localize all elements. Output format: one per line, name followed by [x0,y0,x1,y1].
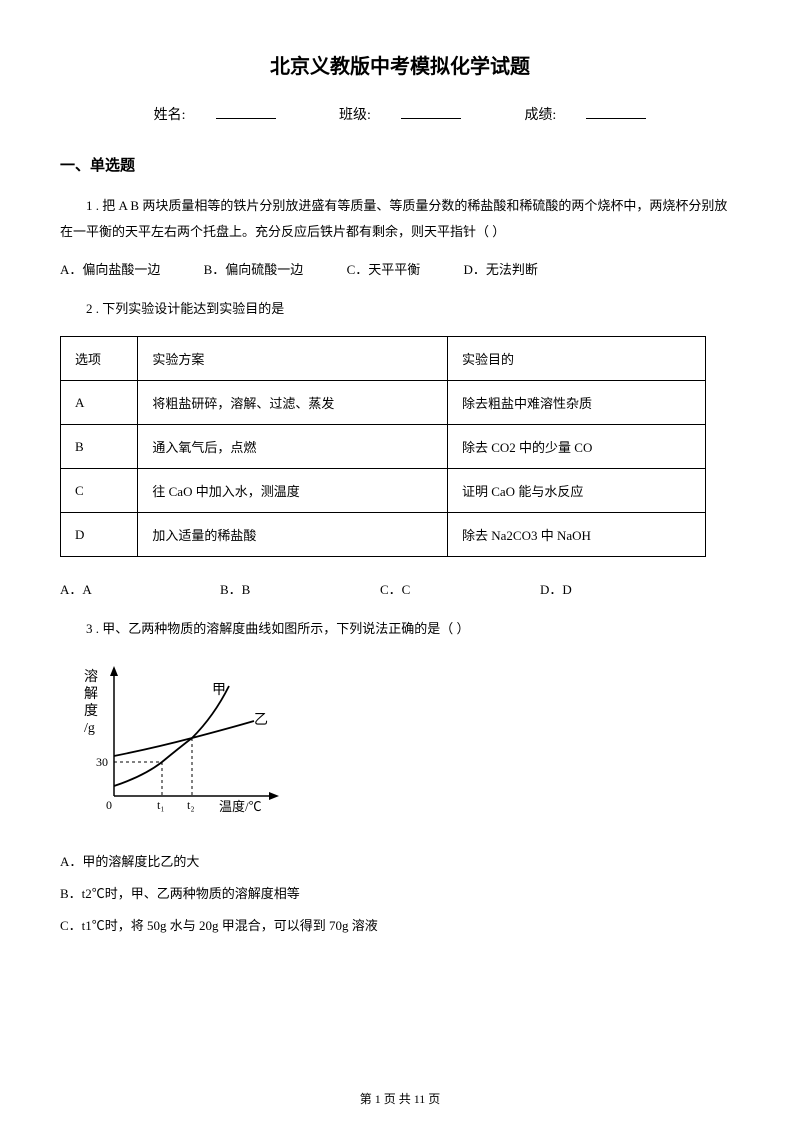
q1-option-d: D．无法判断 [463,259,537,278]
table-cell: 证明 CaO 能与水反应 [447,469,705,513]
table-header-row: 选项 实验方案 实验目的 [61,337,706,381]
table-row: B 通入氧气后，点燃 除去 CO2 中的少量 CO [61,425,706,469]
y-tick-30: 30 [96,755,108,769]
y-axis-label-4: /g [84,721,95,736]
section-header: 一、单选题 [60,154,740,175]
score-label: 成绩: [524,108,556,123]
table-cell: B [61,425,138,469]
q1-option-b: B．偏向硫酸一边 [204,259,304,278]
solubility-chart: 溶 解 度 /g 0 30 t₁ t₂ 温度/℃ 乙 甲 [74,656,740,831]
table-cell: 除去 Na2CO3 中 NaOH [447,513,705,557]
student-info-line: 姓名: 班级: 成绩: [60,104,740,124]
curve-yi [114,721,254,756]
table-row: A 将粗盐研碎，溶解、过滤、蒸发 除去粗盐中难溶性杂质 [61,381,706,425]
table-cell: 通入氧气后，点燃 [138,425,448,469]
x-tick-t1: t₁ [157,798,165,812]
x-axis-arrow-icon [269,792,279,800]
table-cell: A [61,381,138,425]
q2-option-d: D．D [540,579,700,598]
page-footer: 第 1 页 共 11 页 [0,1090,800,1107]
table-row: D 加入适量的稀盐酸 除去 Na2CO3 中 NaOH [61,513,706,557]
q1-option-c: C．天平平衡 [347,259,421,278]
table-cell: 往 CaO 中加入水，测温度 [138,469,448,513]
table-cell: 加入适量的稀盐酸 [138,513,448,557]
table-cell: 除去粗盐中难溶性杂质 [447,381,705,425]
q2-option-b: B．B [220,579,380,598]
score-blank [586,118,646,119]
q2-option-c: C．C [380,579,540,598]
question-2-table: 选项 实验方案 实验目的 A 将粗盐研碎，溶解、过滤、蒸发 除去粗盐中难溶性杂质… [60,336,706,557]
origin-label: 0 [106,798,112,812]
table-cell: 除去 CO2 中的少量 CO [447,425,705,469]
name-field: 姓名: [139,108,291,123]
name-blank [216,118,276,119]
x-axis-label: 温度/℃ [219,799,262,814]
chart-svg: 溶 解 度 /g 0 30 t₁ t₂ 温度/℃ 乙 甲 [74,656,304,826]
q3-answer-c: C．t1℃时，将 50g 水与 20g 甲混合，可以得到 70g 溶液 [60,913,740,939]
table-row: C 往 CaO 中加入水，测温度 证明 CaO 能与水反应 [61,469,706,513]
class-field: 班级: [324,108,476,123]
name-label: 姓名: [154,108,186,123]
class-blank [401,118,461,119]
question-1-options: A．偏向盐酸一边 B．偏向硫酸一边 C．天平平衡 D．无法判断 [60,259,740,278]
question-2-options: A．A B．B C．C D．D [60,579,740,598]
x-tick-t2: t₂ [187,798,195,812]
curve-jia-label: 甲 [212,683,226,698]
curve-yi-label: 乙 [254,712,268,728]
table-cell: 将粗盐研碎，溶解、过滤、蒸发 [138,381,448,425]
y-axis-arrow-icon [110,666,118,676]
y-axis-label-3: 度 [84,703,98,719]
score-field: 成绩: [509,108,661,123]
table-header-cell: 实验目的 [447,337,705,381]
curve-jia [114,686,229,786]
question-1-text: 1 . 把 A B 两块质量相等的铁片分别放进盛有等质量、等质量分数的稀盐酸和稀… [60,193,740,245]
page-title: 北京义教版中考模拟化学试题 [60,50,740,79]
table-cell: C [61,469,138,513]
question-2-text: 2 . 下列实验设计能达到实验目的是 [60,296,740,322]
q3-answer-a: A．甲的溶解度比乙的大 [60,849,740,875]
q2-option-a: A．A [60,579,220,598]
y-axis-label-1: 溶 [84,669,98,685]
q3-answer-b: B．t2℃时，甲、乙两种物质的溶解度相等 [60,881,740,907]
table-header-cell: 实验方案 [138,337,448,381]
question-3-text: 3 . 甲、乙两种物质的溶解度曲线如图所示，下列说法正确的是（ ） [60,616,740,642]
q1-option-a: A．偏向盐酸一边 [60,259,160,278]
table-cell: D [61,513,138,557]
y-axis-label-2: 解 [84,686,98,702]
class-label: 班级: [339,108,371,123]
table-header-cell: 选项 [61,337,138,381]
